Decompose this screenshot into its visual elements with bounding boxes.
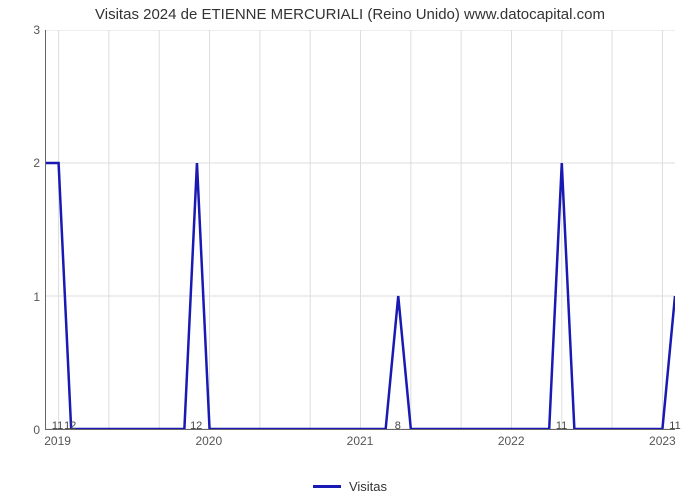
chart-title: Visitas 2024 de ETIENNE MERCURIALI (Rein…: [0, 6, 700, 23]
plot-svg: [46, 30, 675, 429]
chart-container: Visitas 2024 de ETIENNE MERCURIALI (Rein…: [0, 0, 700, 500]
x-tick-label: 2021: [347, 434, 374, 448]
x-tick-label: 2019: [44, 434, 71, 448]
y-tick-label: 2: [33, 156, 40, 170]
point-label: 11: [556, 420, 567, 432]
point-label: 8: [395, 420, 401, 432]
x-tick-label: 2022: [498, 434, 525, 448]
point-label: 11: [52, 420, 63, 432]
legend-swatch: [313, 485, 341, 488]
plot-area: [45, 30, 675, 430]
x-tick-label: 2023: [649, 434, 676, 448]
x-tick-label: 2020: [195, 434, 222, 448]
legend: Visitas: [0, 478, 700, 494]
legend-label: Visitas: [349, 479, 387, 494]
y-tick-label: 3: [33, 23, 40, 37]
point-label: 11: [669, 420, 680, 432]
point-label: 12: [190, 420, 202, 432]
y-tick-label: 0: [33, 423, 40, 437]
y-tick-label: 1: [33, 290, 40, 304]
point-label: 12: [64, 420, 76, 432]
